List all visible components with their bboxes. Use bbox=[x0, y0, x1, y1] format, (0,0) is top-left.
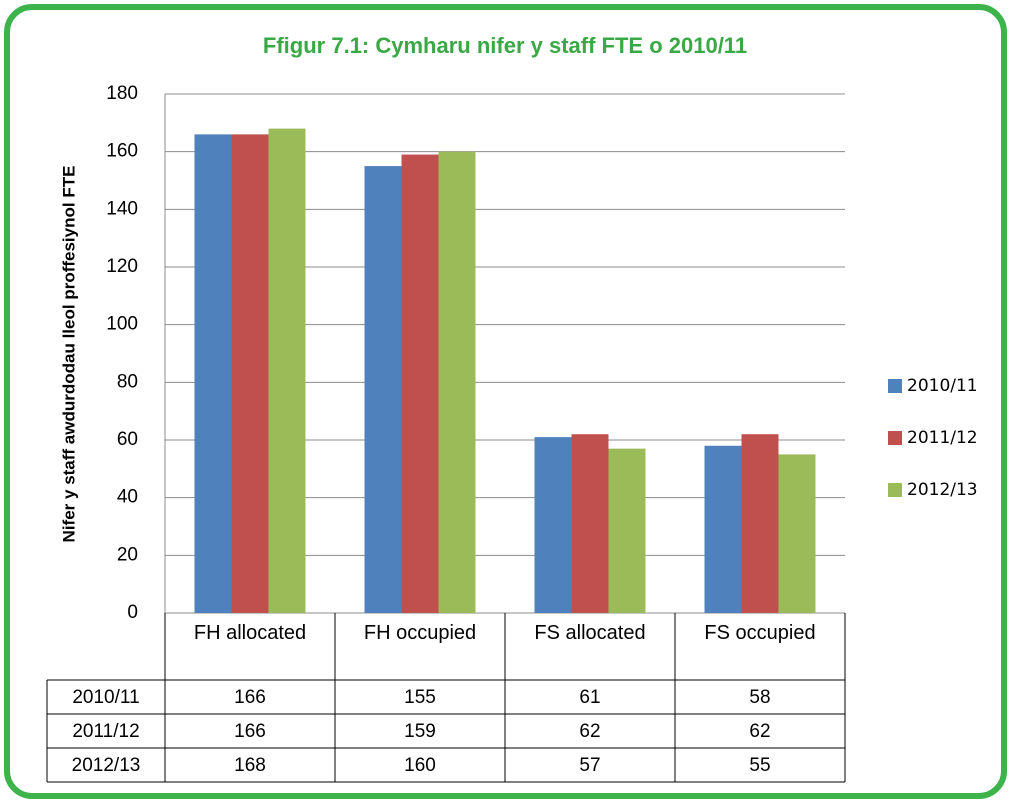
y-tick-label: 120 bbox=[106, 256, 138, 277]
table-row-label: 2010/11 bbox=[72, 687, 139, 708]
bar bbox=[438, 151, 476, 613]
x-tick-label: FS allocated bbox=[534, 622, 646, 644]
bar bbox=[268, 128, 306, 613]
bar bbox=[194, 134, 232, 613]
table-cell: 55 bbox=[749, 755, 770, 776]
table-cell: 155 bbox=[404, 687, 436, 708]
table-cell: 57 bbox=[579, 755, 600, 776]
y-tick-label: 0 bbox=[127, 602, 138, 623]
bar bbox=[741, 434, 779, 613]
y-tick-label: 80 bbox=[117, 371, 138, 392]
y-tick-label: 20 bbox=[117, 544, 138, 565]
y-tick-label: 180 bbox=[106, 83, 138, 104]
y-tick-label: 100 bbox=[106, 314, 138, 335]
bar bbox=[778, 454, 816, 613]
legend-label: 2010/11 bbox=[907, 376, 978, 396]
legend-label: 2012/13 bbox=[907, 480, 978, 500]
x-tick-label: FH occupied bbox=[363, 622, 477, 644]
frame bbox=[4, 4, 1007, 799]
y-axis-label: Nifer y staff awdurdodau lleol proffesiy… bbox=[59, 166, 78, 543]
table-cell: 166 bbox=[234, 721, 266, 742]
bar bbox=[534, 437, 572, 613]
table-cell: 168 bbox=[234, 755, 266, 776]
bar bbox=[608, 448, 646, 613]
y-tick-label: 140 bbox=[106, 198, 138, 219]
table-row-label: 2011/12 bbox=[72, 721, 139, 742]
table-cell: 159 bbox=[404, 721, 436, 742]
table-cell: 62 bbox=[579, 721, 600, 742]
y-tick-label: 60 bbox=[117, 429, 138, 450]
table-cell: 62 bbox=[749, 721, 770, 742]
chart-title: Ffigur 7.1: Cymharu nifer y staff FTE o … bbox=[263, 33, 747, 58]
table-cell: 160 bbox=[404, 755, 436, 776]
bar bbox=[571, 434, 609, 613]
legend-swatch bbox=[888, 431, 902, 445]
legend-swatch bbox=[888, 379, 902, 393]
bar bbox=[704, 445, 742, 613]
y-tick-label: 40 bbox=[117, 487, 138, 508]
table-row-label: 2012/13 bbox=[72, 755, 141, 776]
table-cell: 166 bbox=[234, 687, 266, 708]
y-tick-label: 160 bbox=[106, 141, 138, 162]
table-cell: 61 bbox=[579, 687, 600, 708]
table-cell: 58 bbox=[749, 687, 770, 708]
bar bbox=[231, 134, 269, 613]
legend-label: 2011/12 bbox=[907, 428, 978, 448]
x-tick-label: FS occupied bbox=[704, 622, 816, 644]
bar bbox=[401, 154, 439, 614]
bar bbox=[364, 166, 402, 614]
legend-swatch bbox=[888, 483, 902, 497]
x-tick-label: FH allocated bbox=[193, 622, 307, 644]
